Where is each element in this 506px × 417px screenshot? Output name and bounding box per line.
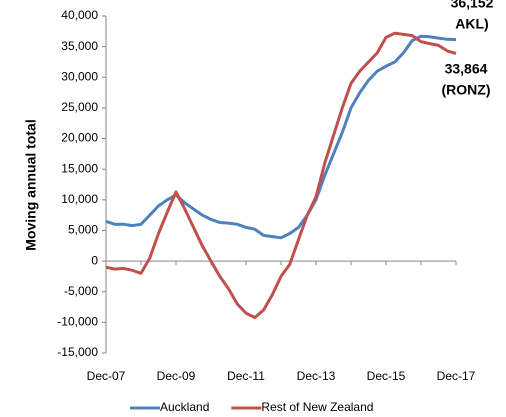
y-tick-label: 5,000 xyxy=(68,223,98,237)
y-tick-label: 15,000 xyxy=(61,161,98,175)
legend-label: Rest of New Zealand xyxy=(261,400,373,414)
y-tick-label: 0 xyxy=(91,253,98,267)
series-line xyxy=(105,31,457,319)
y-tick-label: -10,000 xyxy=(57,315,98,329)
x-tick-label: Dec-07 xyxy=(87,369,126,383)
x-tick-label: Dec-11 xyxy=(227,369,265,383)
y-tick-label: 25,000 xyxy=(61,100,98,114)
annotation: 33,864 xyxy=(445,61,488,77)
annotation: AKL) xyxy=(455,16,488,32)
y-tick-label: 35,000 xyxy=(61,39,98,53)
y-axis-label: Moving annual total xyxy=(23,119,39,250)
y-tick-label: 40,000 xyxy=(61,8,98,22)
legend-label: Auckland xyxy=(160,400,209,414)
y-tick-label: 20,000 xyxy=(61,131,98,145)
y-tick-label: 10,000 xyxy=(61,192,98,206)
x-tick-label: Dec-09 xyxy=(157,369,196,383)
annotation: 36,152 xyxy=(451,0,494,11)
x-tick-label: Dec-13 xyxy=(297,369,336,383)
y-tick-label: 30,000 xyxy=(61,69,98,83)
y-tick-label: -15,000 xyxy=(57,345,98,359)
x-tick-label: Dec-17 xyxy=(437,369,476,383)
x-tick-label: Dec-15 xyxy=(367,369,406,383)
annotation: (RONZ) xyxy=(442,82,491,98)
y-tick-label: -5,000 xyxy=(64,284,98,298)
series-line xyxy=(105,34,457,240)
